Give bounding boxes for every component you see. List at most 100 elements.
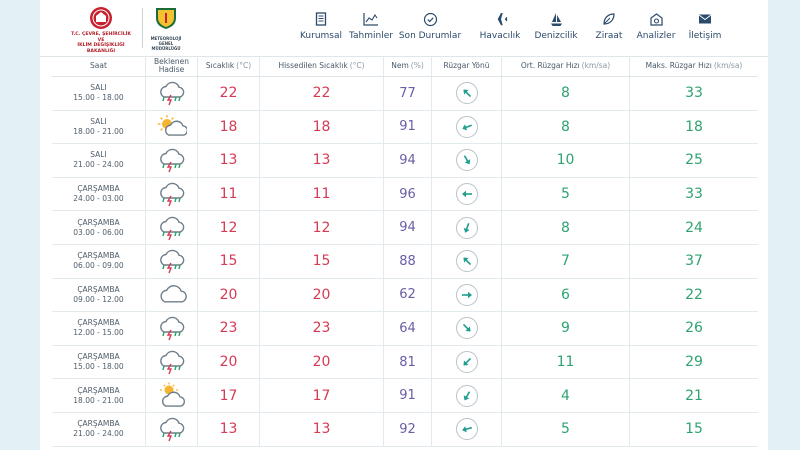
forecast-table: Saat Beklenen Hadise Sıcaklık (°C) Hissedi…	[52, 56, 758, 447]
event-cell	[146, 177, 198, 211]
wind-direction-cell	[432, 312, 502, 345]
time-cell: SALI 18.00 - 21.00	[52, 110, 146, 144]
wind-direction-arrow-icon	[455, 216, 478, 239]
nav-analysis[interactable]: Analizler	[621, 10, 691, 46]
header-hadise: Beklenen Hadise	[146, 56, 198, 76]
wind-direction-cell	[432, 211, 502, 244]
time-cell: ÇARŞAMBA 18.00 - 21.00	[52, 379, 146, 412]
day-label: ÇARŞAMBA	[77, 385, 120, 395]
time-cell: SALI 15.00 - 18.00	[52, 77, 146, 110]
feels-like-value: 20	[260, 345, 384, 379]
avg-wind-value: 7	[502, 244, 630, 278]
table-row: SALI 15.00 - 18.00 22 22 77 8 33	[52, 77, 758, 111]
time-range: 09.00 - 12.00	[73, 294, 124, 304]
feels-like-value: 15	[260, 244, 384, 278]
nav-ship[interactable]: Denizcilik	[521, 10, 591, 46]
nav-label: Havacılık	[479, 31, 521, 41]
ministry-emblem-icon	[88, 6, 114, 30]
time-cell: ÇARŞAMBA 12.00 - 15.00	[52, 312, 146, 345]
temperature-value: 11	[198, 177, 260, 211]
temperature-value: 17	[198, 379, 260, 412]
temperature-value: 20	[198, 345, 260, 379]
nav-airplane[interactable]: Havacılık	[465, 10, 535, 46]
wind-direction-arrow-icon	[455, 250, 478, 273]
wind-direction-arrow-icon	[455, 418, 478, 441]
thunderstorm-rain-icon	[157, 79, 187, 107]
time-range: 06.00 - 09.00	[73, 261, 124, 271]
table-row: ÇARŞAMBA 24.00 - 03.00 11 11 96 5 33	[52, 177, 758, 212]
event-cell	[146, 379, 198, 412]
table-row: ÇARŞAMBA 21.00 - 24.00 13 13 92 5 15	[52, 412, 758, 447]
sun-cloud-icon	[157, 382, 187, 410]
humidity-value: 92	[384, 412, 432, 446]
thunderstorm-rain-icon	[157, 214, 187, 242]
header-nem: Nem (%)	[384, 56, 432, 76]
event-cell	[146, 312, 198, 345]
wind-direction-cell	[432, 412, 502, 446]
nav-leaf[interactable]: Ziraat	[574, 10, 644, 46]
envelope-icon	[670, 10, 740, 28]
avg-wind-value: 4	[502, 379, 630, 412]
table-row: ÇARŞAMBA 03.00 - 06.00 12 12 94 8 24	[52, 211, 758, 245]
time-cell: SALI 21.00 - 24.00	[52, 144, 146, 177]
nav-label: Son Durumlar	[398, 31, 462, 41]
cloudy-icon	[156, 284, 188, 306]
partly-cloudy-icon	[157, 114, 187, 140]
nav-label: Ziraat	[595, 31, 623, 41]
humidity-value: 81	[384, 345, 432, 379]
ship-icon	[521, 10, 591, 28]
nav-envelope[interactable]: İletişim	[670, 10, 740, 46]
max-wind-value: 25	[685, 152, 703, 169]
time-range: 21.00 - 24.00	[73, 160, 124, 170]
time-range: 18.00 - 21.00	[73, 395, 124, 405]
nav-clock-check[interactable]: Son Durumlar	[395, 10, 465, 46]
feels-like-value: 22	[260, 77, 384, 110]
time-range: 18.00 - 21.00	[73, 126, 124, 136]
nav-document[interactable]: Kurumsal	[286, 10, 356, 46]
time-cell: ÇARŞAMBA 21.00 - 24.00	[52, 412, 146, 446]
header-maks-ruzgar: Maks. Rüzgar Hızı (km/sa)	[645, 61, 743, 70]
day-label: ÇARŞAMBA	[77, 352, 120, 362]
avg-wind-value: 8	[502, 211, 630, 244]
nav-label: Tahminler	[349, 31, 393, 41]
day-label: ÇARŞAMBA	[77, 419, 120, 429]
max-wind-value: 22	[685, 286, 703, 303]
wind-direction-cell	[432, 110, 502, 144]
nav-label: Analizler	[636, 31, 676, 41]
mgm-logo[interactable]: METEOROLOJİ GENEL MÜDÜRLÜĞÜ	[146, 6, 186, 52]
feels-like-value: 12	[260, 211, 384, 244]
document-icon	[286, 10, 356, 28]
nav-chart[interactable]: Tahminler	[336, 10, 406, 46]
time-range: 03.00 - 06.00	[73, 227, 124, 237]
day-label: ÇARŞAMBA	[77, 217, 120, 227]
wind-direction-cell	[432, 77, 502, 110]
wind-direction-cell	[432, 144, 502, 177]
event-cell	[146, 211, 198, 244]
feels-like-value: 18	[260, 110, 384, 144]
humidity-value: 77	[384, 77, 432, 110]
avg-wind-value: 11	[502, 345, 630, 379]
wind-direction-arrow-icon	[455, 82, 478, 105]
temperature-value: 22	[198, 77, 260, 110]
event-cell	[146, 110, 198, 144]
wind-direction-arrow-icon	[455, 317, 478, 340]
time-cell: ÇARŞAMBA 24.00 - 03.00	[52, 177, 146, 211]
day-label: SALI	[90, 83, 107, 93]
max-wind-value: 29	[685, 354, 703, 371]
table-row: SALI 21.00 - 24.00 13 13 94 10 25	[52, 144, 758, 178]
wind-direction-arrow-icon	[455, 115, 478, 138]
clock-check-icon	[395, 10, 465, 28]
temperature-value: 18	[198, 110, 260, 144]
time-range: 12.00 - 15.00	[73, 328, 124, 338]
humidity-value: 62	[384, 278, 432, 312]
max-wind-value: 33	[685, 186, 703, 203]
time-cell: ÇARŞAMBA 15.00 - 18.00	[52, 345, 146, 379]
nav-label: İletişim	[688, 31, 722, 41]
max-wind-value: 15	[685, 421, 703, 438]
thunderstorm-rain-icon	[157, 314, 187, 342]
day-label: ÇARŞAMBA	[77, 284, 120, 294]
feels-like-value: 17	[260, 379, 384, 412]
logo-divider	[142, 8, 143, 48]
avg-wind-value: 10	[502, 144, 630, 177]
ministry-logo[interactable]: T.C. ÇEVRE, ŞEHİRCİLİK VE İKLİM DEĞİŞİKLİ…	[68, 6, 134, 54]
